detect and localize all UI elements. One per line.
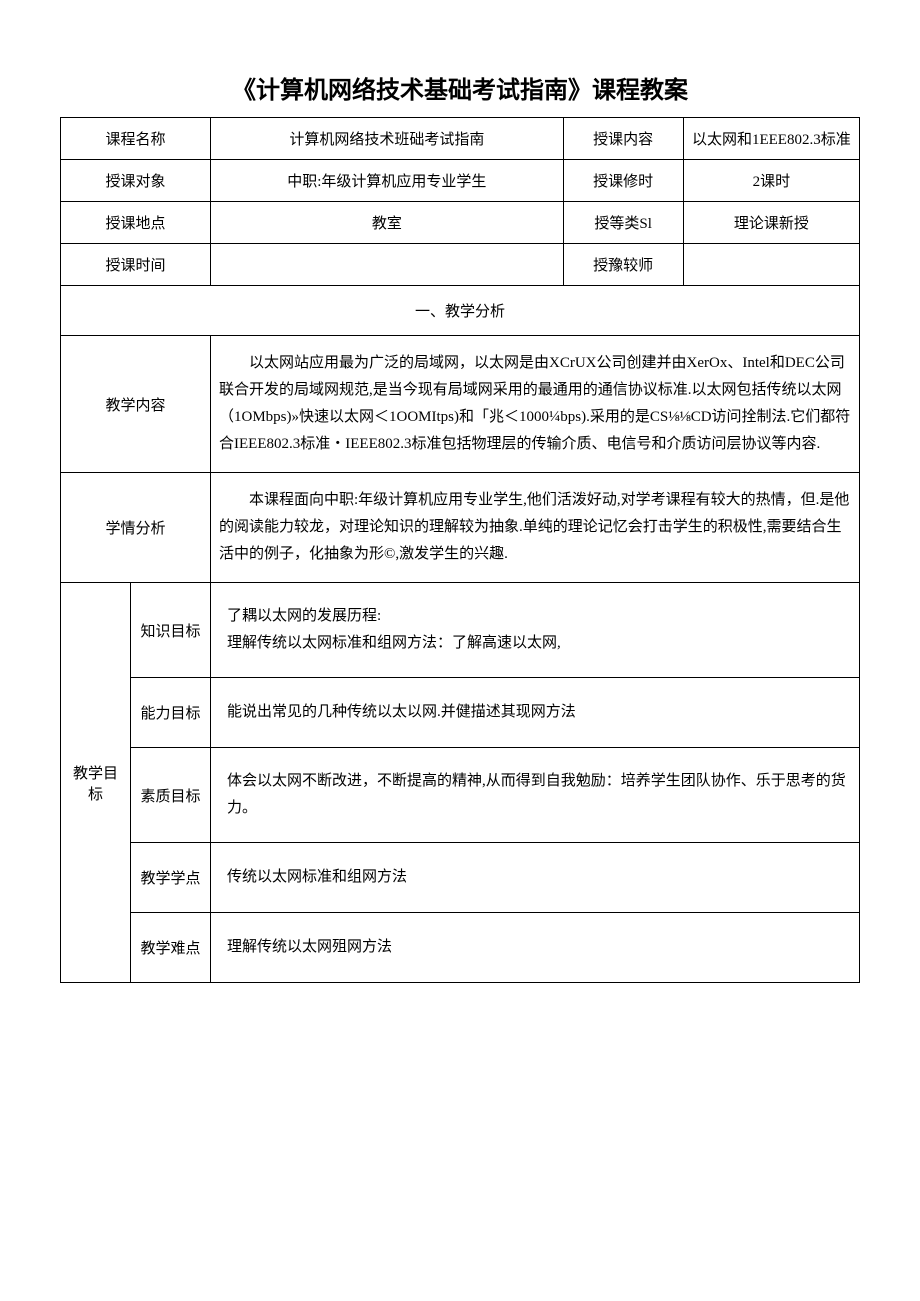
section-1-row: 一、教学分析 <box>61 286 860 336</box>
goal-quality-row: 素质目标 体会以太网不断改进，不断提高的精神,从而得到自我勉励：培养学生团队协作… <box>61 748 860 843</box>
time-label: 授课时间 <box>61 244 211 286</box>
learner-analysis-label: 学情分析 <box>61 473 211 583</box>
goal-knowledge-label: 知识目标 <box>131 583 211 678</box>
type-label: 授等类Sl <box>563 202 683 244</box>
learner-analysis-row: 学情分析 本课程面向中职:年级计算机应用专业学生,他们活泼好动,对学考课程有较大… <box>61 473 860 583</box>
goal-quality-label: 素质目标 <box>131 748 211 843</box>
place-value: 教室 <box>211 202 564 244</box>
goals-group-label: 教学目标 <box>61 583 131 983</box>
teacher-value <box>683 244 859 286</box>
goal-difficulty-row: 教学难点 理解传统以太网殂网方法 <box>61 913 860 983</box>
goal-keypoint-label: 教学学点 <box>131 843 211 913</box>
lecture-content-value: 以太网和1EEE802.3标准 <box>683 118 859 160</box>
goal-keypoint-value: 传统以太网标准和组网方法 <box>211 843 860 913</box>
goal-ability-value: 能说出常见的几种传统以太以网.并健描述其现网方法 <box>211 678 860 748</box>
goal-knowledge-row: 教学目标 知识目标 了耦以太网的发展历程: 理解传统以太网标准和组网方法：了解高… <box>61 583 860 678</box>
teaching-content-row: 教学内容 以太网站应用最为广泛的局域网，以太网是由XCrUX公司创建并由XerO… <box>61 336 860 473</box>
teacher-label: 授豫较师 <box>563 244 683 286</box>
goal-quality-value: 体会以太网不断改进，不断提高的精神,从而得到自我勉励：培养学生团队协作、乐于思考… <box>211 748 860 843</box>
type-value: 理论课新授 <box>683 202 859 244</box>
meta-row-place: 授课地点 教室 授等类Sl 理论课新授 <box>61 202 860 244</box>
meta-row-course: 课程名称 计算机网络技术班础考试指南 授课内容 以太网和1EEE802.3标准 <box>61 118 860 160</box>
section-1-title: 一、教学分析 <box>61 286 860 336</box>
audience-label: 授课对象 <box>61 160 211 202</box>
goal-difficulty-label: 教学难点 <box>131 913 211 983</box>
hours-value: 2课时 <box>683 160 859 202</box>
goal-keypoint-row: 教学学点 传统以太网标准和组网方法 <box>61 843 860 913</box>
goal-ability-label: 能力目标 <box>131 678 211 748</box>
hours-label: 授课修时 <box>563 160 683 202</box>
goal-knowledge-value: 了耦以太网的发展历程: 理解传统以太网标准和组网方法：了解高速以太网, <box>211 583 860 678</box>
page-title: 《计算机网络技术基础考试指南》课程教案 <box>60 70 860 105</box>
meta-row-time: 授课时间 授豫较师 <box>61 244 860 286</box>
audience-value: 中职:年级计算机应用专业学生 <box>211 160 564 202</box>
learner-analysis-value: 本课程面向中职:年级计算机应用专业学生,他们活泼好动,对学考课程有较大的热情，但… <box>211 473 860 583</box>
lecture-content-label: 授课内容 <box>563 118 683 160</box>
teaching-content-label: 教学内容 <box>61 336 211 473</box>
meta-row-audience: 授课对象 中职:年级计算机应用专业学生 授课修时 2课时 <box>61 160 860 202</box>
time-value <box>211 244 564 286</box>
course-name-value: 计算机网络技术班础考试指南 <box>211 118 564 160</box>
goal-ability-row: 能力目标 能说出常见的几种传统以太以网.并健描述其现网方法 <box>61 678 860 748</box>
teaching-content-value: 以太网站应用最为广泛的局域网，以太网是由XCrUX公司创建并由XerOx、Int… <box>211 336 860 473</box>
lesson-plan-table: 课程名称 计算机网络技术班础考试指南 授课内容 以太网和1EEE802.3标准 … <box>60 117 860 983</box>
place-label: 授课地点 <box>61 202 211 244</box>
course-name-label: 课程名称 <box>61 118 211 160</box>
goal-difficulty-value: 理解传统以太网殂网方法 <box>211 913 860 983</box>
